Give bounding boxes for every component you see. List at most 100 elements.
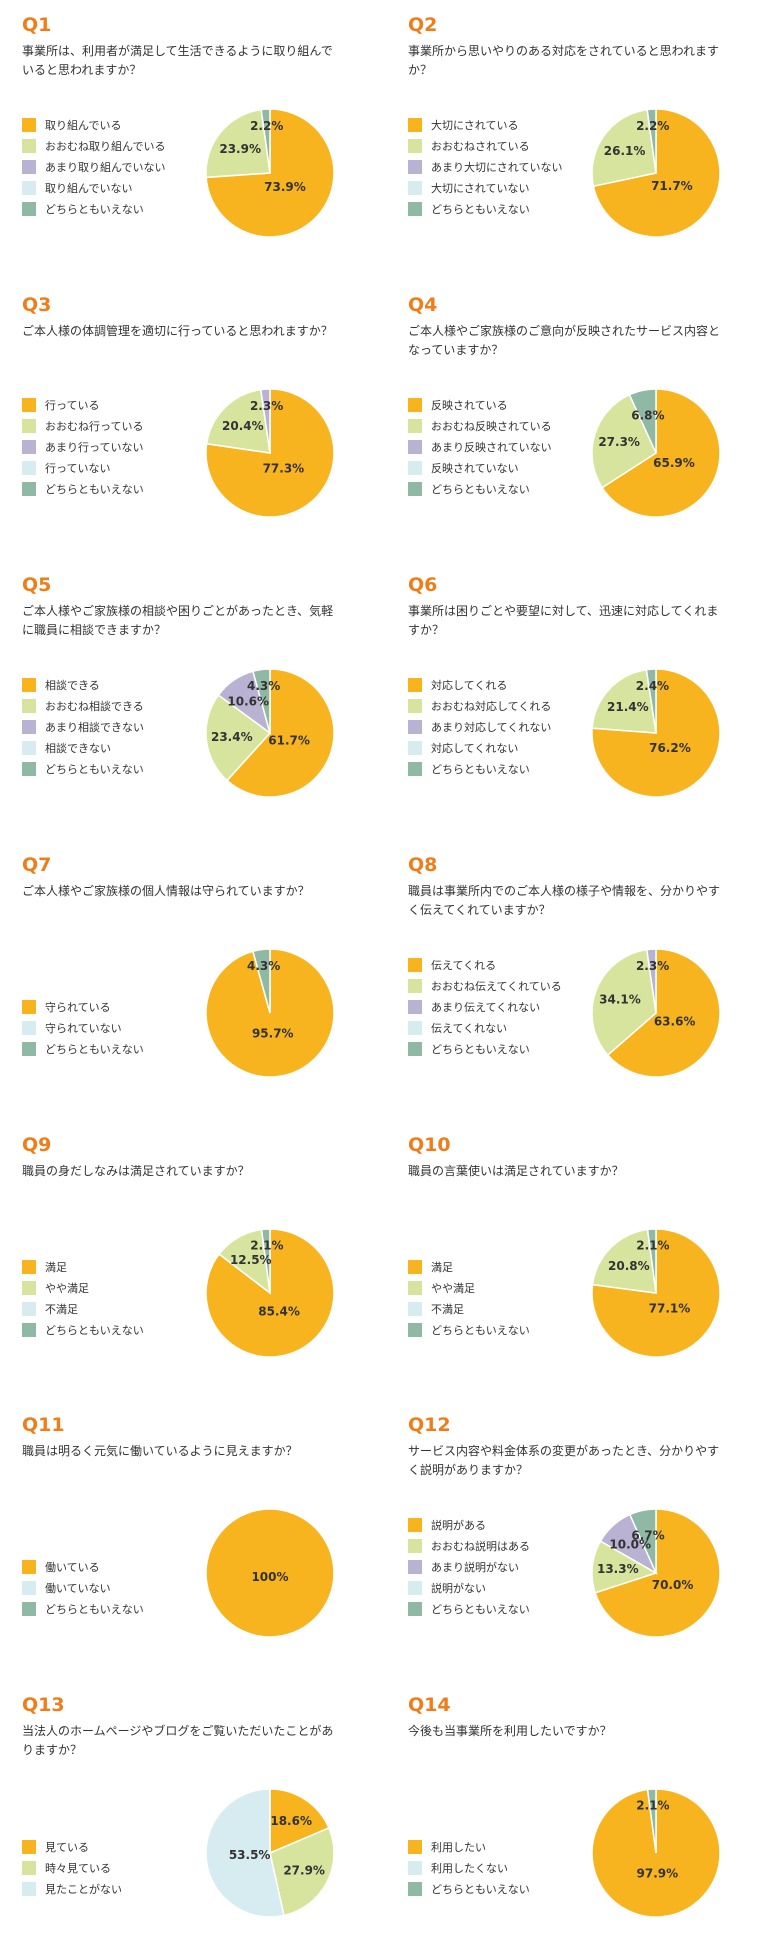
legend-label: どちらともいえない [45,762,144,776]
pie-slice [269,1788,330,1855]
legend-label: 利用したい [431,1840,486,1854]
chart-card-q13: Q13 当法人のホームページやブログをご覧いただいたことがありますか？ 見ている 時々… [0,1680,386,1960]
legend-swatch [22,1280,36,1295]
legend-item: あまり相談できない [22,716,144,737]
legend-item: どちらともいえない [22,1319,144,1340]
pie-slice [205,388,271,454]
legend-label: どちらともいえない [45,1042,144,1056]
legend-swatch [408,460,422,475]
legend: 満足 やや満足 不満足 どちらともいえない [408,1256,530,1340]
legend-label: 行っている [45,398,100,412]
legend-label: 満足 [45,1260,67,1274]
pie-chart: 85.4% 12.5%2.1% [205,1228,335,1358]
legend: 満足 やや満足 不満足 どちらともいえない [22,1256,144,1340]
legend: 相談できる おおむね相談できる あまり相談できない 相談できない どちらともいえない [22,674,144,779]
slice-label: 2.2% [636,119,669,133]
slice-label: 34.1% [599,993,641,1007]
legend-item: 守られている [22,996,144,1017]
question-number: Q7 [22,854,52,876]
slice-label: 77.1% [649,1301,691,1315]
legend: 取り組んでいる おおむね取り組んでいる あまり取り組んでいない 取り組んでいない どちら… [22,114,165,219]
legend-swatch [408,1580,422,1595]
slice-label: 70.0% [652,1578,694,1592]
legend-label: 相談できる [45,678,100,692]
question-text: 事業所から思いやりのある対応をされていると思われますか？ [408,44,720,77]
legend-swatch [22,698,36,713]
legend-label: おおむね反映されている [431,419,552,433]
question-number: Q11 [22,1414,65,1436]
legend-swatch [22,460,36,475]
legend-item: 大切にされている [408,114,562,135]
legend-item: やや満足 [22,1277,144,1298]
chart-card-q5: Q5 ご本人様やご家族様の相談や困りごとがあったとき、気軽に職員に相談できますか？… [0,560,386,840]
legend-label: あまり大切にされていない [431,160,563,174]
slice-label: 2.3% [250,399,283,413]
chart-card-q8: Q8 職員は事業所内でのご本人様の様子や情報を、分かりやすく伝えてくれていますか？… [386,840,772,1120]
legend-label: どちらともいえない [45,202,144,216]
legend-swatch [22,418,36,433]
legend-label: あまり反映されていない [431,440,552,454]
pie-chart: 70.0% 13.3% 10.0%6.7% [591,1508,721,1638]
question-number: Q6 [408,574,438,596]
pie-slice [646,108,657,174]
slice-label: 10.6% [227,694,269,708]
question-number: Q10 [408,1134,451,1156]
legend: 行っている おおむね行っている あまり行っていない 行っていない どちらともいえない [22,394,144,499]
slice-label: 85.4% [258,1304,300,1318]
legend-label: 時々見ている [45,1861,111,1875]
legend-swatch [408,1538,422,1553]
slice-label: 71.7% [651,179,693,193]
legend-label: 対応してくれる [431,678,508,692]
question-text: 職員は事業所内でのご本人様の様子や情報を、分かりやすく伝えてくれていますか？ [408,884,721,917]
question-text: 職員の身だしなみは満足されていますか？ [22,1164,250,1178]
legend-swatch [408,1517,422,1532]
legend-swatch [408,978,422,993]
legend-label: どちらともいえない [45,1323,144,1337]
legend-swatch [408,1041,422,1056]
slice-label: 4.3% [247,959,280,973]
legend-label: どちらともいえない [431,1882,530,1896]
legend-swatch [22,677,36,692]
slice-label: 73.9% [264,180,306,194]
slice-label: 61.7% [268,733,310,747]
pie-slice [251,668,271,734]
legend-item: おおむね取り組んでいる [22,135,165,156]
question-number: Q5 [22,574,52,596]
legend-swatch [22,180,36,195]
question-text: 事業所は困りごとや要望に対して、迅速に対応してくれますか？ [408,604,719,637]
legend-label: 守られていない [45,1021,122,1035]
legend-label: 相談できない [45,741,111,755]
pie-slice [259,388,271,454]
legend-label: 取り組んでいない [45,181,133,195]
legend-swatch [408,719,422,734]
legend-swatch [22,117,36,132]
question-text: 事業所は、利用者が満足して生活できるように取り組んでいると思われますか？ [22,44,333,77]
slice-label: 27.9% [283,1864,325,1878]
legend-swatch [408,677,422,692]
pie-chart: 76.2% 21.4% 2.4% [591,668,721,798]
slice-label: 27.3% [598,435,640,449]
legend-item: 満足 [22,1256,144,1277]
legend-swatch [408,1259,422,1274]
slice-label: 20.4% [222,419,264,433]
legend-item: どちらともいえない [408,1598,530,1619]
slice-label: 95.7% [252,1026,294,1040]
slice-label: 65.9% [653,456,695,470]
question-number: Q14 [408,1694,451,1716]
slice-label: 2.1% [636,1799,669,1813]
legend-swatch [22,1259,36,1274]
legend-label: どちらともいえない [45,482,144,496]
legend-label: おおむね説明はある [431,1539,530,1553]
pie-chart: 77.3% 20.4% 2.3% [205,388,335,518]
legend-swatch [408,439,422,454]
chart-card-q1: Q1 事業所は、利用者が満足して生活できるように取り組んでいると思われますか？ 取り… [0,0,386,280]
legend-label: おおむね対応してくれる [431,699,552,713]
chart-card-q9: Q9 職員の身だしなみは満足されていますか？ 満足 やや満足 不満足 どちらともいえない 8… [0,1120,386,1400]
legend: 大切にされている おおむねされている あまり大切にされていない 大切にされていない どち… [408,114,562,219]
legend-swatch [22,761,36,776]
question-text: 職員の言葉使いは満足されていますか？ [408,1164,624,1178]
legend-item: おおむね説明はある [408,1535,530,1556]
legend-swatch [408,1280,422,1295]
slice-label: 20.8% [608,1259,650,1273]
legend-item: どちらともいえない [408,478,552,499]
